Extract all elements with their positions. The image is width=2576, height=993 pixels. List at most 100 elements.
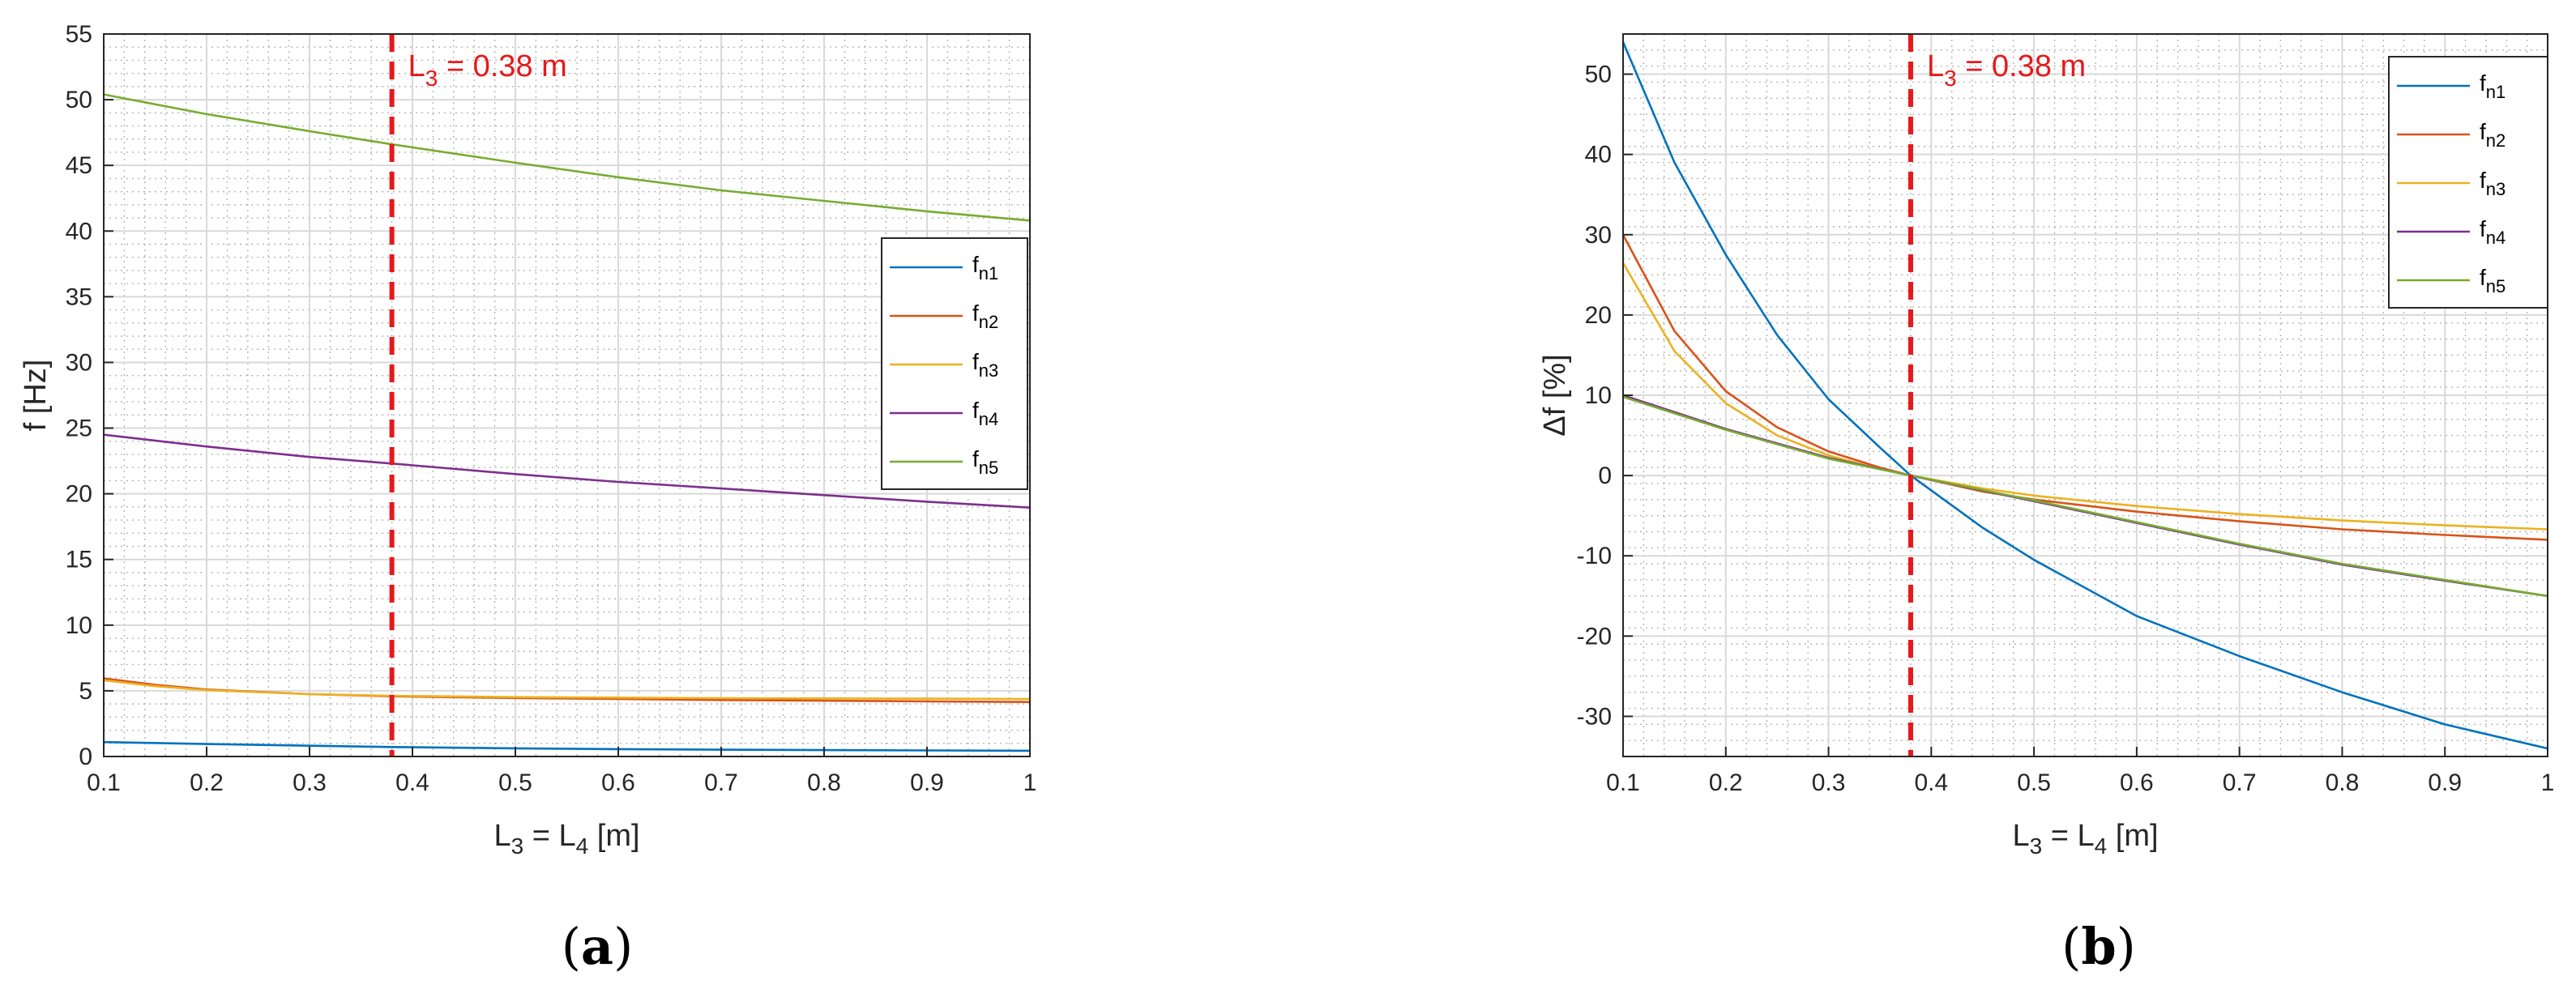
subfigure-label: (b) — [2061, 917, 2136, 976]
x-tick-label: 0.3 — [293, 769, 327, 796]
series-line-fn5 — [104, 93, 1030, 222]
x-axis-title-l: L — [2012, 819, 2029, 853]
series-line-fn1 — [104, 740, 1030, 752]
y-axis-title: f [Hz] — [19, 360, 53, 432]
subfigure-label-open: ( — [562, 917, 581, 976]
x-axis-title-sub1: 3 — [2030, 833, 2043, 859]
subfigure-label: (a) — [562, 917, 634, 976]
x-tick-label: 0.5 — [2017, 769, 2051, 796]
legend-label-main: f — [972, 446, 979, 471]
marker-annotation-main: L — [408, 49, 425, 83]
legend-label-fn4: fn4 — [2480, 216, 2506, 248]
legend-label-sub: n1 — [2486, 82, 2506, 102]
y-tick-label: 50 — [66, 87, 92, 113]
y-tick-label: 25 — [66, 416, 92, 442]
x-axis-title-eq: = L — [523, 819, 575, 853]
legend-label-fn1: fn1 — [972, 252, 998, 283]
x-tick-label: 0.9 — [910, 769, 944, 796]
x-axis-title-unit: [m] — [588, 819, 639, 853]
subfigure-label-close: ) — [2117, 917, 2136, 976]
x-tick-label: 0.6 — [2120, 769, 2154, 796]
y-tick-label: 10 — [66, 612, 92, 639]
x-axis-title-unit: [m] — [2107, 819, 2158, 853]
x-tick-label: 0.8 — [2326, 769, 2360, 796]
y-tick-label: 30 — [66, 349, 92, 376]
marker-annotation-rest: = 0.38 m — [438, 49, 566, 83]
y-tick-label: 20 — [1585, 302, 1612, 329]
legend-label-fn5: fn5 — [972, 446, 998, 478]
legend-label-main: f — [972, 349, 979, 374]
axes-box — [103, 33, 1031, 757]
legend-label-fn3: fn3 — [972, 349, 998, 381]
y-axis-title: Δf [%] — [1538, 354, 1572, 436]
y-tick-label: 30 — [1585, 222, 1612, 249]
legend-label-main: f — [2480, 119, 2486, 144]
x-tick-label: 0.8 — [807, 769, 841, 796]
legend-label-fn3: fn3 — [2480, 168, 2506, 199]
y-tick-label: 35 — [66, 283, 92, 310]
x-axis-title-sub1: 3 — [511, 833, 524, 859]
y-tick-label: -30 — [1577, 703, 1612, 730]
x-tick-label: 0.1 — [1606, 769, 1640, 796]
marker-annotation-sub: 3 — [1944, 66, 1957, 91]
legend-label-fn4: fn4 — [972, 398, 998, 429]
marker-annotation: L3 = 0.38 m — [1927, 49, 2086, 91]
y-tick-label: 40 — [1585, 142, 1612, 168]
legend-label-sub: n3 — [979, 360, 998, 381]
series-line-fn5 — [1623, 395, 2548, 598]
subfigure-label-close: ) — [613, 917, 633, 976]
x-tick-label: 0.9 — [2428, 769, 2462, 796]
x-axis-title-sub2: 4 — [2095, 833, 2108, 859]
x-tick-label: 0.2 — [190, 769, 224, 796]
marker-annotation-sub: 3 — [425, 66, 438, 91]
x-axis-title-sub2: 4 — [576, 833, 589, 859]
marker-annotation-main: L — [1927, 49, 1944, 83]
y-tick-label: -20 — [1577, 623, 1612, 650]
legend-label-main: f — [2480, 265, 2486, 290]
legend-label-fn2: fn2 — [972, 300, 998, 332]
y-tick-label: 40 — [66, 218, 92, 245]
subfigure-label-letter: b — [2081, 917, 2116, 976]
x-axis-title: L3 = L4 [m] — [2012, 819, 2158, 859]
legend-label-sub: n4 — [979, 409, 998, 429]
legend-label-sub: n1 — [979, 263, 998, 283]
x-tick-label: 0.7 — [704, 769, 738, 796]
y-tick-label: 20 — [66, 481, 92, 508]
legend-label-main: f — [2480, 70, 2486, 96]
series-line-fn3 — [104, 679, 1030, 701]
y-tick-label: 15 — [66, 547, 92, 573]
chart-panel-b: L3 = 0.38 m0.1 0.2 0.3 0.4 0.5 0.6 0.7 0.8 0.9 1-… — [1538, 33, 2555, 976]
subfigure-label-open: ( — [2061, 917, 2081, 976]
x-tick-label: 1 — [1023, 769, 1037, 796]
x-tick-label: 0.5 — [498, 769, 532, 796]
x-axis-title-l: L — [493, 819, 511, 853]
subfigure-label-letter: a — [581, 917, 613, 976]
y-tick-label: 55 — [66, 21, 92, 48]
legend-label-main: f — [972, 252, 979, 277]
legend-label-sub: n2 — [2486, 130, 2506, 151]
series-line-fn4 — [104, 433, 1030, 509]
legend-label-main: f — [972, 300, 979, 326]
y-tick-label: -10 — [1577, 543, 1612, 569]
x-tick-label: 0.1 — [87, 769, 121, 796]
x-tick-label: 0.4 — [395, 769, 429, 796]
legend-label-sub: n4 — [2486, 228, 2506, 248]
y-tick-label: 0 — [1598, 462, 1612, 489]
x-tick-label: 1 — [2541, 769, 2555, 796]
legend-label-fn5: fn5 — [2480, 265, 2506, 296]
legend-label-sub: n5 — [979, 458, 998, 478]
x-axis-title: L3 = L4 [m] — [493, 819, 639, 859]
x-tick-label: 0.6 — [601, 769, 635, 796]
legend-label-sub: n2 — [979, 312, 998, 332]
y-tick-label: 45 — [66, 152, 92, 179]
legend-label-sub: n5 — [2486, 276, 2506, 296]
y-tick-label: 10 — [1585, 382, 1612, 409]
y-tick-label: 5 — [79, 678, 92, 705]
x-axis-title-eq: = L — [2042, 819, 2094, 853]
legend-label-fn2: fn2 — [2480, 119, 2506, 151]
legend-label-fn1: fn1 — [2480, 70, 2506, 102]
y-tick-label: 50 — [1585, 62, 1612, 88]
x-tick-label: 0.2 — [1709, 769, 1743, 796]
x-tick-label: 0.7 — [2223, 769, 2257, 796]
